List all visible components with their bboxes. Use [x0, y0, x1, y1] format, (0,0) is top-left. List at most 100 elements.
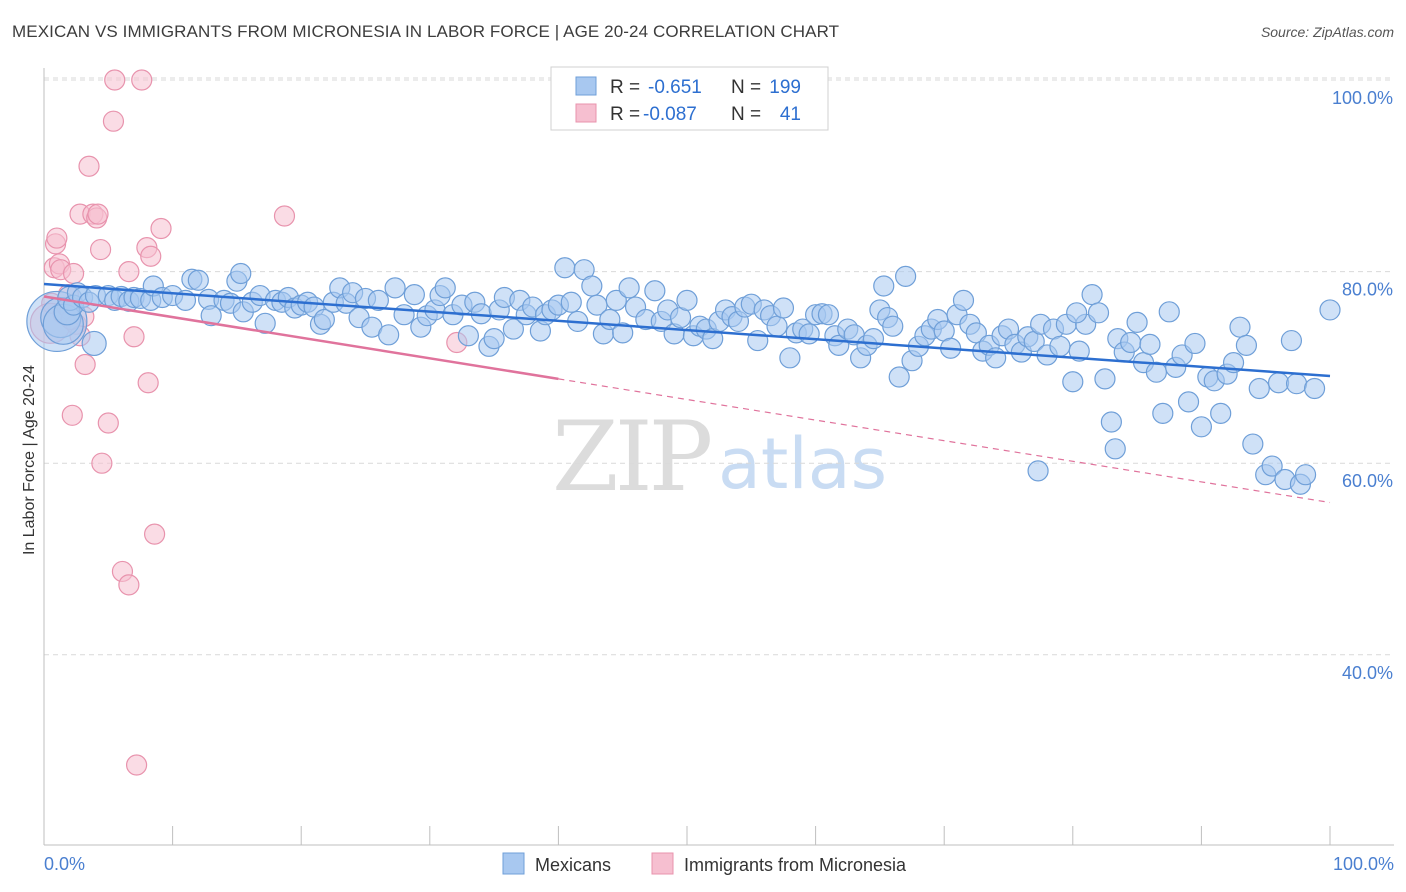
- bottom-legend-swatch-micronesia: [651, 852, 674, 875]
- mexicans-point-25: [200, 305, 222, 327]
- mexicans-point-162: [1100, 411, 1122, 433]
- x-tick-label-max: 100.0%: [1333, 854, 1394, 874]
- mexicans-point-175: [1184, 332, 1206, 355]
- mexicans-point-190: [1280, 329, 1303, 352]
- micronesia-point-11: [62, 262, 85, 285]
- legend-r-label-1: R =: [610, 77, 640, 98]
- micronesia-point-37: [87, 203, 109, 225]
- mexicans-point-159: [1081, 283, 1103, 306]
- mexicans-point-29: [230, 262, 252, 285]
- legend-swatch-micronesia: [575, 103, 597, 123]
- mexicans-point-187: [1261, 455, 1283, 477]
- mexicans-point-157: [1068, 340, 1090, 362]
- mexicans-point-193: [1294, 464, 1317, 486]
- mexicans-point-185: [1248, 377, 1270, 400]
- y-tick-label-40: 40.0%: [1342, 663, 1393, 683]
- mexicans-point-184: [1242, 433, 1264, 455]
- micronesia-point-26: [118, 574, 140, 596]
- mexicans-point-197: [1104, 438, 1126, 460]
- micronesia-point-23: [102, 110, 125, 132]
- mexicans-point-160: [1087, 302, 1110, 324]
- mexicans-point-53: [393, 304, 415, 326]
- trend-lines: [43, 282, 1331, 504]
- mexicans-point-87: [618, 277, 640, 299]
- mexicans-point-183: [1235, 334, 1258, 356]
- mexicans-point-59: [434, 277, 456, 299]
- mexicans-point-109: [766, 315, 788, 337]
- watermark-atlas: atlas: [718, 423, 887, 505]
- legend-n-label-1: N =: [731, 77, 761, 98]
- micronesia-point-34: [150, 217, 172, 240]
- mexicans-point-198: [1027, 460, 1049, 482]
- micronesia-point-16: [74, 353, 96, 376]
- micronesia-point-22: [97, 412, 119, 434]
- x-tick-label-min: 0.0%: [44, 854, 85, 874]
- source-label: Source: ZipAtlas.com: [1260, 24, 1394, 40]
- mexicans-point-69: [502, 318, 524, 340]
- mexicans-point-124: [862, 328, 885, 350]
- watermark-zip: ZIP: [552, 401, 711, 513]
- mexicans-point-77: [554, 257, 576, 279]
- mexicans-point-176: [1190, 416, 1213, 438]
- legend-r-value-2: -0.087: [643, 104, 697, 125]
- mexicans-point-195: [1319, 299, 1341, 321]
- y-tick-label-100: 100.0%: [1332, 88, 1393, 108]
- mexicans-point-188: [1267, 372, 1290, 394]
- mexicans-point-129: [888, 366, 910, 388]
- mexicans-point-86: [612, 322, 634, 344]
- mexicans-point-170: [1152, 402, 1174, 424]
- y-tick-label-80: 80.0%: [1342, 280, 1393, 300]
- mexicans-point-179: [1210, 402, 1232, 424]
- series-mexicans-points: [26, 257, 1341, 495]
- mexicans-point-194: [1303, 377, 1326, 400]
- mexicans-point-50: [367, 289, 389, 311]
- micronesia-point-4: [46, 227, 68, 249]
- mexicans-point-154: [1049, 335, 1071, 357]
- mexicans-point-78: [560, 291, 582, 313]
- micronesia-point-32: [137, 372, 159, 394]
- mexicans-point-114: [798, 323, 820, 345]
- micronesia-point-35: [273, 205, 296, 227]
- legend-n-label-2: N =: [731, 104, 761, 125]
- mexicans-point-182: [1229, 316, 1251, 338]
- mexicans-point-165: [1120, 331, 1142, 354]
- mexicans-point-111: [779, 347, 801, 369]
- legend-r-label-2: R =: [610, 104, 640, 125]
- micronesia-point-20: [89, 238, 112, 261]
- watermark: ZIP atlas: [552, 401, 887, 513]
- micronesia-point-24: [104, 69, 126, 91]
- mexicans-point-174: [1177, 391, 1200, 413]
- mexicans-point-95: [676, 289, 698, 311]
- series-legend: Mexicans Immigrants from Micronesia: [502, 852, 907, 875]
- mexicans-point-139: [952, 289, 975, 311]
- micronesia-point-21: [91, 452, 113, 474]
- mexicans-point-191: [1285, 373, 1308, 395]
- legend-box: [550, 66, 829, 131]
- micronesia-point-17: [78, 155, 100, 177]
- micronesia-point-10: [61, 404, 83, 426]
- mexicans-point-52: [384, 277, 406, 299]
- mexicans-point-33: [254, 312, 276, 334]
- micronesia-point-31: [140, 245, 162, 267]
- micronesia-point-29: [131, 69, 153, 91]
- legend-swatch-mexicans: [575, 76, 597, 96]
- bottom-legend-swatch-mexicans: [502, 852, 525, 875]
- bottom-legend-micronesia: Immigrants from Micronesia: [684, 855, 907, 875]
- mexicans-point-161: [1094, 368, 1116, 390]
- mexicans-point-51: [378, 324, 400, 346]
- mexicans-point-171: [1158, 301, 1180, 323]
- mexicans-point-90: [644, 280, 666, 302]
- mexicans-point-10: [81, 330, 107, 357]
- mexicans-point-110: [772, 297, 795, 319]
- legend-n-value-2: 41: [780, 104, 801, 125]
- legend-r-value-1: -0.651: [648, 77, 702, 98]
- mexicans-point-168: [1139, 333, 1161, 356]
- mexicans-point-81: [581, 275, 603, 297]
- mexicans-point-66: [483, 328, 505, 350]
- micronesia-point-40: [118, 261, 140, 283]
- micronesia-point-33: [143, 523, 166, 545]
- series-micronesia-points: [29, 69, 468, 776]
- bottom-legend-mexicans: Mexicans: [535, 855, 611, 875]
- mexicans-point-42: [313, 308, 335, 331]
